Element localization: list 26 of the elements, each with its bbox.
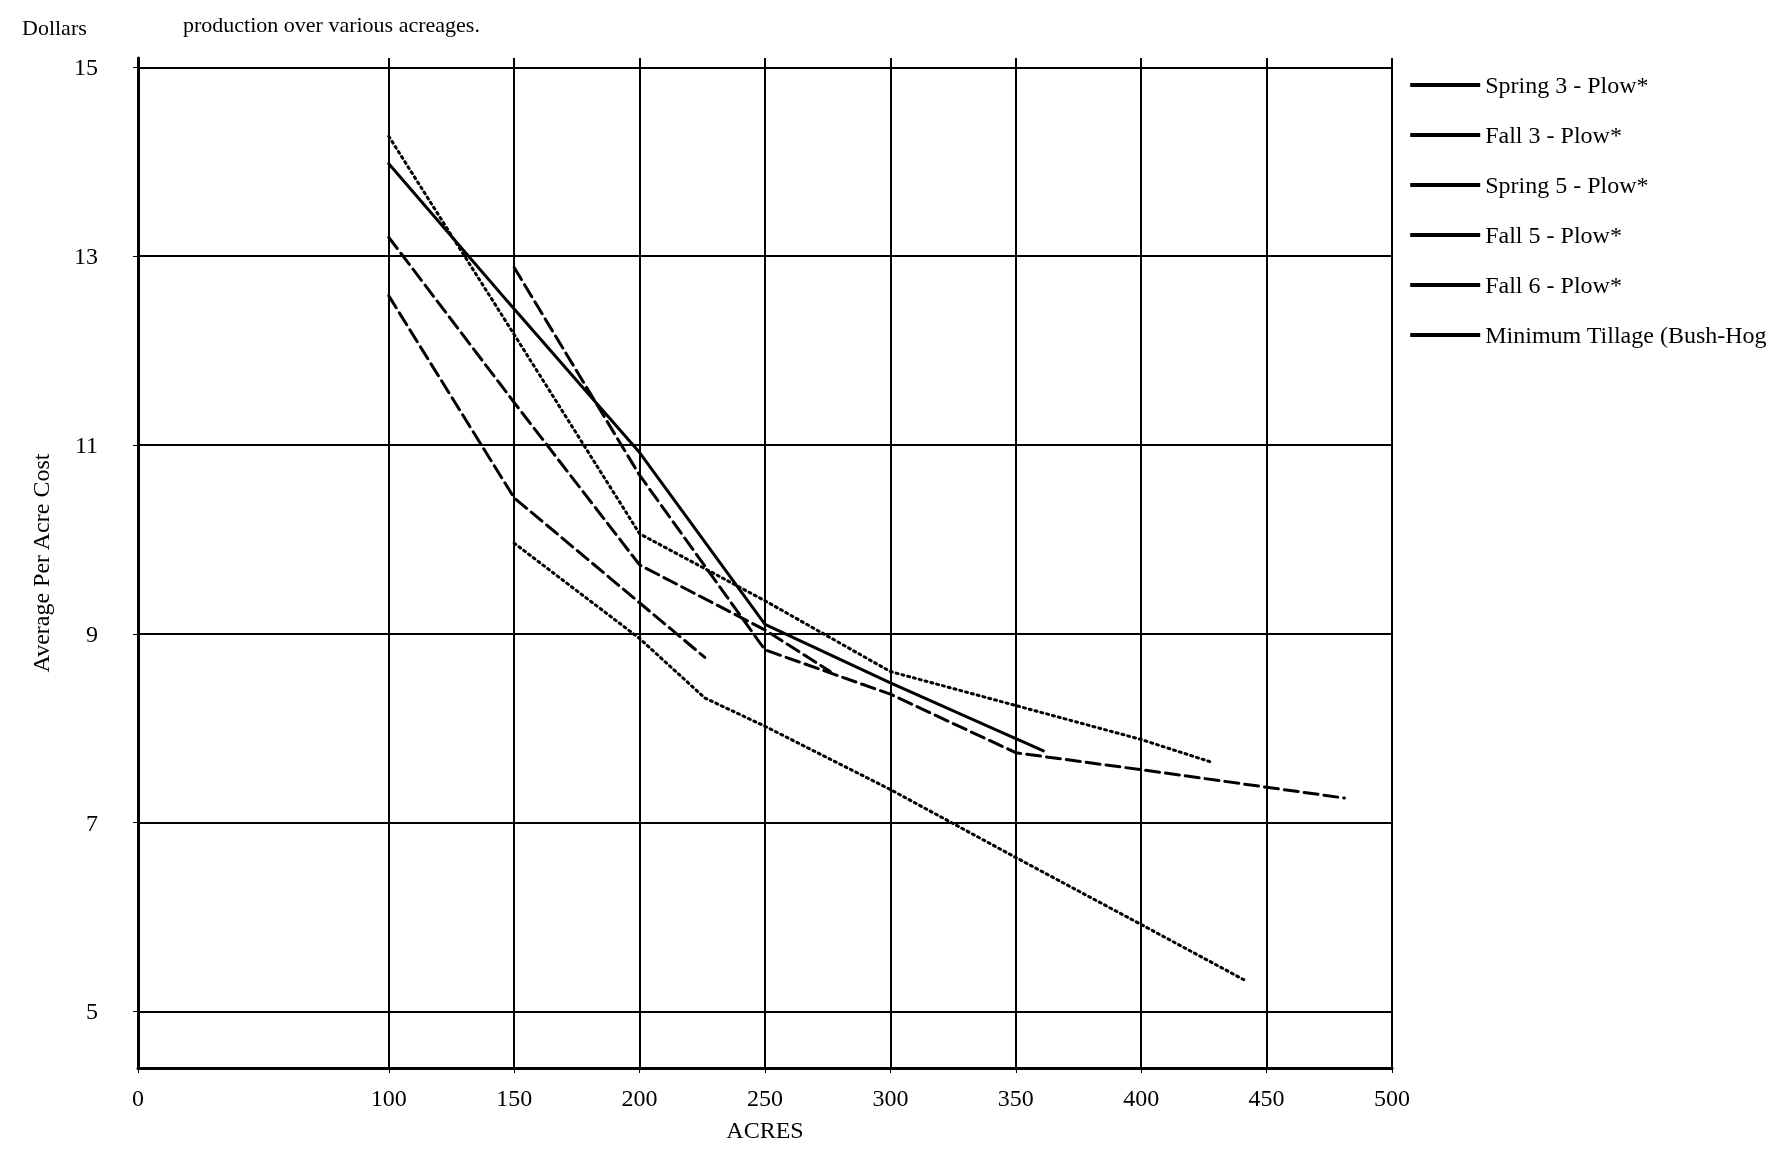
legend-label: Fall 6 - Plow* — [1485, 272, 1622, 298]
x-tick-label: 200 — [621, 1085, 658, 1111]
y-tick-label: 11 — [74, 432, 98, 459]
legend-label: Minimum Tillage (Bush-Hog — [1485, 322, 1767, 348]
legend-label: Spring 5 - Plow* — [1485, 172, 1649, 198]
legend-label: Fall 3 - Plow* — [1485, 122, 1622, 148]
x-tick-label: 450 — [1248, 1085, 1285, 1111]
y-tick-label: 15 — [74, 54, 98, 81]
y-tick-label: 9 — [86, 620, 98, 647]
x-tick-label: 400 — [1123, 1085, 1160, 1111]
x-tick-label: 0 — [132, 1085, 144, 1111]
y-tick-label: 13 — [74, 243, 98, 270]
legend-label: Fall 5 - Plow* — [1485, 222, 1622, 248]
x-tick-label: 500 — [1374, 1085, 1410, 1111]
y-tick-label: 5 — [86, 998, 98, 1025]
x-tick-label: 350 — [997, 1085, 1034, 1111]
legend-label: Spring 3 - Plow* — [1485, 72, 1649, 98]
x-tick-label: 150 — [496, 1085, 533, 1111]
chart-title: production over various acreages. — [183, 11, 480, 37]
x-tick-label: 300 — [872, 1085, 909, 1111]
x-axis-title: ACRES — [726, 1117, 804, 1143]
x-tick-label: 100 — [370, 1085, 407, 1111]
y-axis-title: Average Per Acre Cost — [28, 453, 54, 673]
y-tick-label: 7 — [86, 809, 98, 836]
x-tick-label: 250 — [747, 1085, 783, 1111]
text: Dollars — [22, 14, 87, 40]
